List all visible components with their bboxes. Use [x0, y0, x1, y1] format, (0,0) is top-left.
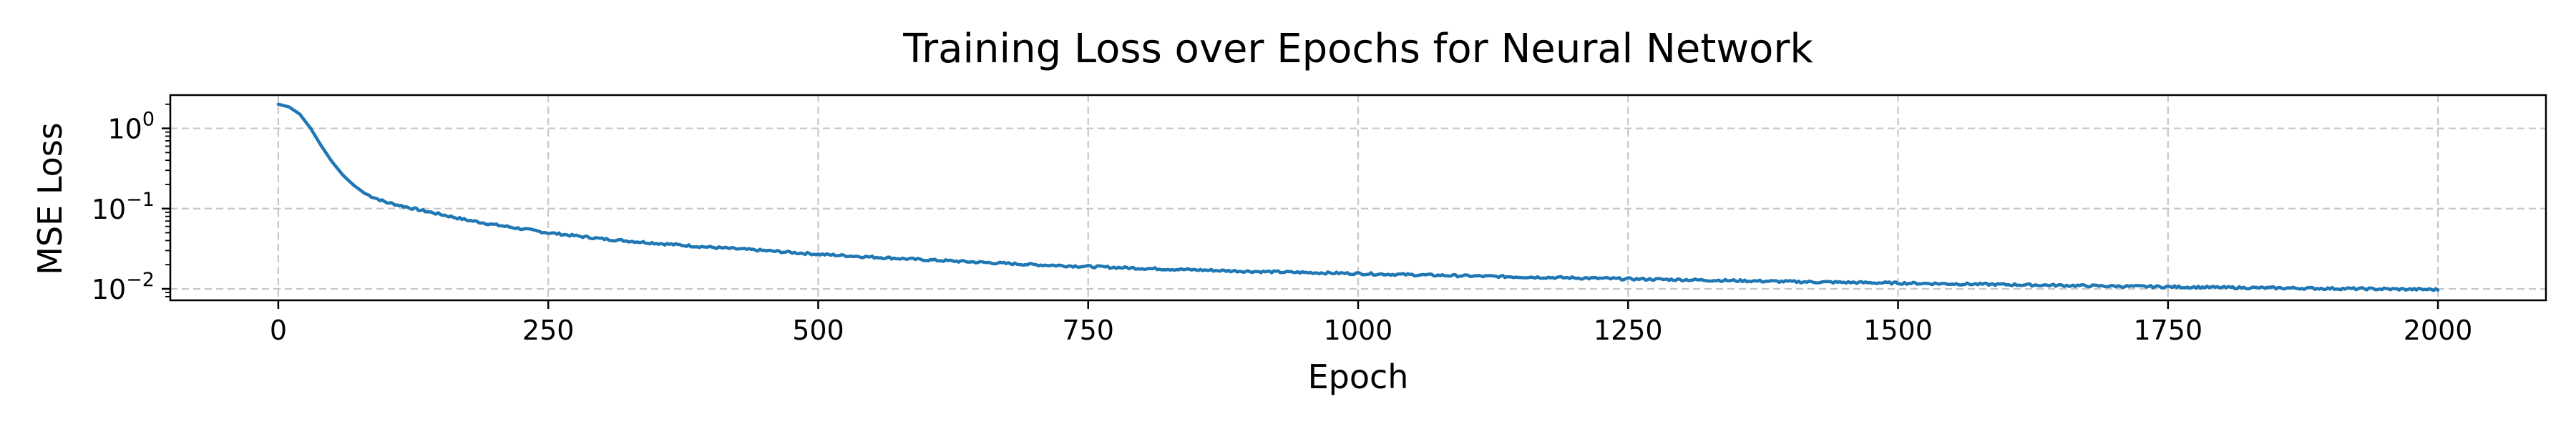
x-tick-label: 500 — [792, 315, 844, 346]
x-tick-label: 1500 — [1863, 315, 1933, 346]
x-tick-label: 1750 — [2133, 315, 2202, 346]
x-tick-label: 750 — [1062, 315, 1114, 346]
y-axis: 10−2 10−1 100 — [92, 103, 170, 305]
x-tick-label: 250 — [522, 315, 575, 346]
loss-series-line — [276, 102, 2440, 292]
x-axis: 0 250 500 750 1000 1250 1500 1750 2000 — [270, 300, 2473, 346]
y-axis-label: MSE Loss — [31, 122, 69, 275]
grid-lines — [170, 95, 2546, 300]
x-tick-label: 2000 — [2404, 315, 2473, 346]
series-layer — [276, 102, 2440, 292]
x-tick-label: 1250 — [1594, 315, 1663, 346]
chart-title: Training Loss over Epochs for Neural Net… — [902, 26, 1813, 72]
y-tick-label: 10−2 — [92, 269, 155, 305]
y-tick-label: 100 — [107, 109, 155, 145]
y-tick-label: 10−1 — [92, 189, 155, 225]
x-tick-label: 1000 — [1324, 315, 1393, 346]
x-axis-label: Epoch — [1308, 358, 1409, 396]
x-tick-label: 0 — [270, 315, 287, 346]
